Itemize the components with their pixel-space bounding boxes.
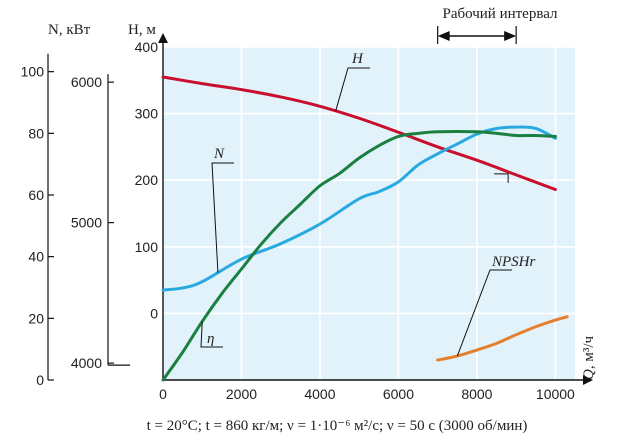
series-leader xyxy=(200,321,223,348)
series-line-NPSHr xyxy=(436,315,569,362)
annotation-text: Рабочий интервал xyxy=(442,6,558,22)
h-tick-label: 100 xyxy=(135,239,159,255)
x-tick-label: 10000 xyxy=(536,386,575,402)
h-tick-label: 0 xyxy=(150,305,158,321)
axes xyxy=(47,33,593,385)
series-group xyxy=(161,75,569,382)
series-line-N xyxy=(161,125,557,292)
plot-area xyxy=(163,47,575,380)
n-axis-title: N, кВт xyxy=(48,22,91,38)
h-tick-label: 300 xyxy=(135,106,159,122)
x-tick-label: 8000 xyxy=(461,386,492,402)
labels-group: 0 2000 4000 6000 8000 10000010020030040002040… xyxy=(21,26,575,402)
chart-caption: t = 20°C; t = 860 кг/м; ν = 1·10⁻⁶ м²/с;… xyxy=(147,418,528,434)
x-tick-label: 4000 xyxy=(304,386,335,402)
n-tick-label: 4000 xyxy=(71,355,102,371)
x-axis-label-var: Q, м³/ч xyxy=(581,335,597,380)
series-leader xyxy=(335,67,370,112)
x-axis-arrow xyxy=(583,375,593,385)
series-line-eta xyxy=(161,130,557,382)
eta-tick-label: 100 xyxy=(21,64,45,80)
series-label: H xyxy=(351,51,364,67)
series-line-H xyxy=(161,75,557,192)
series-label: η xyxy=(207,331,214,347)
grid xyxy=(163,46,575,380)
n-tick-label: 6000 xyxy=(71,74,102,90)
series-label: NPSHr xyxy=(491,254,536,270)
x-tick-label: 6000 xyxy=(383,386,414,402)
x-tick-label: 2000 xyxy=(226,386,257,402)
series-leader xyxy=(456,269,512,357)
eta-tick-label: 40 xyxy=(28,249,44,265)
h-axis-title: H, м xyxy=(128,22,156,38)
series-label: N xyxy=(213,146,225,162)
eta-tick-label: 60 xyxy=(28,187,44,203)
h-axis-arrow xyxy=(158,33,168,43)
h-tick-label: 400 xyxy=(135,39,159,55)
interval-arrow-right xyxy=(504,31,517,41)
eta-tick-label: 0 xyxy=(36,372,44,388)
interval-arrow-left xyxy=(437,31,450,41)
h-end-marker xyxy=(494,173,509,183)
eta-tick-label: 80 xyxy=(28,125,44,141)
n-tick-label: 5000 xyxy=(71,215,102,231)
series-leader xyxy=(211,162,234,273)
h-tick-label: 200 xyxy=(135,172,159,188)
x-tick-label: 0 xyxy=(159,386,167,402)
eta-tick-label: 20 xyxy=(28,310,44,326)
